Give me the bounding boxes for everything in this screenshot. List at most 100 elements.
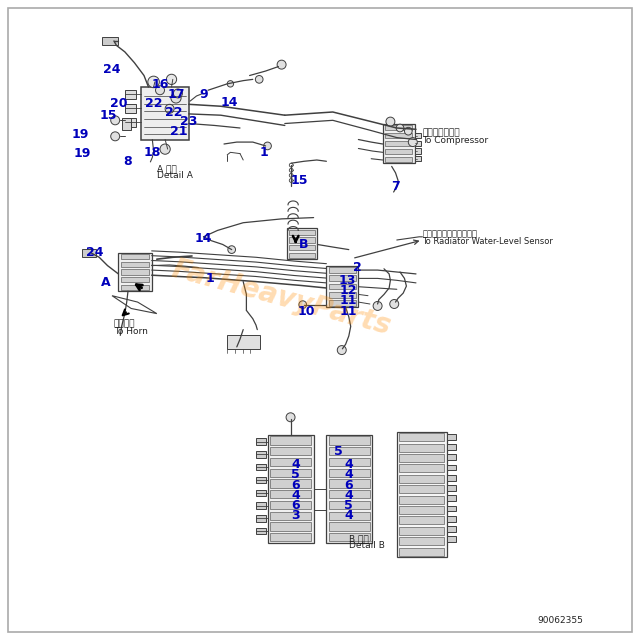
Bar [270, 522, 311, 531]
Text: 15: 15 [100, 109, 118, 122]
Text: 14: 14 [220, 96, 238, 109]
Bar [121, 285, 149, 290]
Circle shape [228, 246, 236, 253]
Bar [256, 464, 266, 470]
Bar [383, 124, 415, 163]
Text: 12: 12 [340, 284, 358, 297]
Text: 22: 22 [165, 106, 183, 118]
Text: 4: 4 [291, 458, 300, 470]
Bar [122, 118, 131, 130]
Circle shape [111, 132, 120, 141]
Bar [287, 228, 317, 259]
Text: ホーンへ: ホーンへ [114, 319, 136, 328]
Circle shape [408, 138, 417, 147]
Bar [270, 533, 311, 541]
Bar [447, 485, 456, 491]
Bar [270, 458, 311, 466]
Circle shape [404, 127, 412, 135]
Bar [447, 495, 456, 501]
Text: 11: 11 [340, 305, 358, 317]
Text: 20: 20 [109, 97, 127, 110]
Bar [125, 90, 136, 99]
Text: 7: 7 [391, 180, 400, 193]
Text: 24: 24 [86, 246, 104, 259]
Bar [270, 468, 311, 477]
Circle shape [255, 76, 263, 83]
Text: 4: 4 [344, 458, 353, 470]
Text: 24: 24 [103, 63, 121, 76]
Text: 13: 13 [338, 274, 356, 287]
Bar [447, 475, 456, 481]
Circle shape [386, 117, 395, 126]
Bar [329, 479, 370, 488]
Text: 4: 4 [291, 489, 300, 502]
Text: 1: 1 [205, 272, 214, 285]
Bar [256, 515, 266, 522]
Bar [399, 485, 444, 493]
Bar [289, 253, 315, 258]
Text: 22: 22 [145, 97, 163, 110]
Bar [385, 132, 412, 138]
Text: 15: 15 [291, 174, 308, 187]
Circle shape [390, 300, 399, 308]
Circle shape [299, 301, 307, 308]
Text: 19: 19 [73, 147, 91, 160]
Text: 6: 6 [291, 479, 300, 492]
Bar [329, 522, 370, 531]
Bar [121, 262, 149, 267]
Text: 90062355: 90062355 [538, 616, 584, 625]
Text: 5: 5 [344, 499, 353, 512]
Bar [329, 512, 370, 520]
Text: 19: 19 [71, 128, 89, 141]
Circle shape [173, 89, 182, 98]
Bar [399, 465, 444, 472]
Bar [415, 141, 421, 146]
Bar [329, 490, 370, 499]
Circle shape [264, 142, 271, 150]
Text: 17: 17 [167, 88, 185, 101]
Text: 1: 1 [259, 146, 268, 159]
Text: 10: 10 [297, 305, 315, 317]
Bar [329, 292, 356, 298]
Text: B: B [300, 238, 308, 251]
Bar [289, 237, 315, 243]
Bar [125, 118, 136, 127]
Text: 2: 2 [353, 261, 362, 274]
Bar [329, 533, 370, 541]
Bar [82, 249, 96, 257]
Bar [399, 475, 444, 483]
Circle shape [156, 86, 164, 95]
Bar [256, 502, 266, 509]
Bar [447, 465, 456, 470]
Circle shape [373, 301, 382, 310]
Text: Detail A: Detail A [157, 172, 193, 180]
Text: 5: 5 [291, 468, 300, 481]
Text: To Radiator Water-Level Sensor: To Radiator Water-Level Sensor [422, 237, 553, 246]
Text: 3: 3 [291, 509, 300, 522]
Bar [329, 458, 370, 466]
Circle shape [286, 413, 295, 422]
Bar [329, 447, 370, 456]
Bar [329, 501, 370, 509]
Bar [399, 548, 444, 556]
Bar [329, 267, 356, 273]
Bar [329, 284, 356, 289]
Text: 4: 4 [344, 489, 353, 502]
Bar [326, 435, 372, 543]
Bar [270, 436, 311, 445]
Bar [385, 148, 412, 154]
Circle shape [111, 116, 120, 125]
Bar [270, 501, 311, 509]
Bar [385, 141, 412, 146]
Text: 4: 4 [344, 468, 353, 481]
Text: 21: 21 [170, 125, 188, 138]
Bar [415, 156, 421, 161]
Text: 5: 5 [333, 445, 342, 458]
Bar [270, 490, 311, 499]
Text: コンプレッサへ: コンプレッサへ [422, 129, 460, 138]
Bar [329, 436, 370, 445]
Circle shape [227, 81, 234, 87]
Circle shape [160, 144, 170, 154]
Bar [227, 335, 260, 349]
Text: To Horn: To Horn [114, 327, 148, 336]
